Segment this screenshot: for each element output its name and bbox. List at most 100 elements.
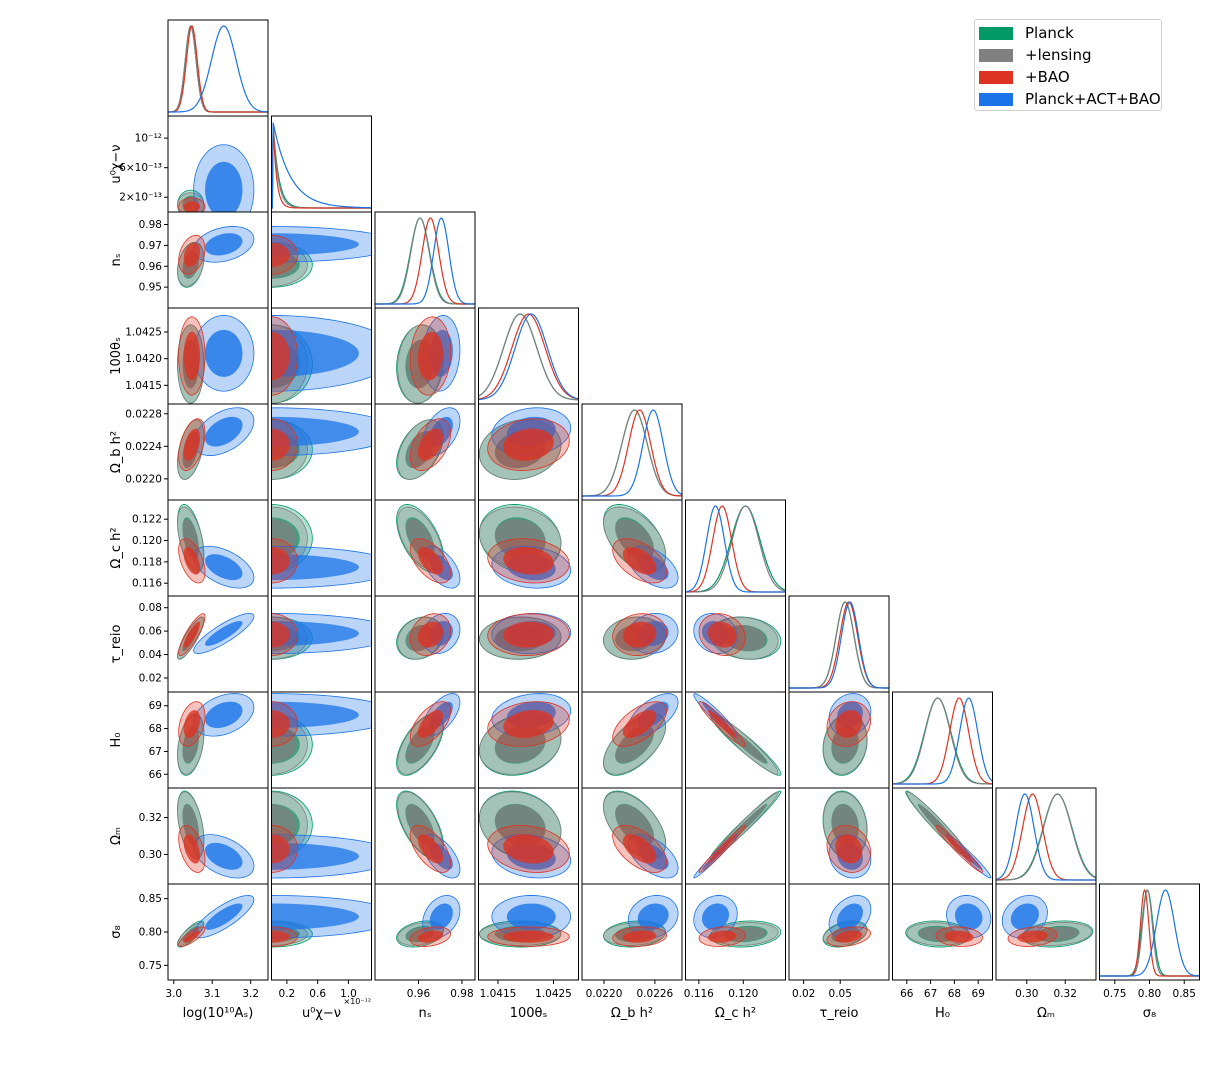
- panel-u-obh: [271, 403, 372, 501]
- x-tick-label: 0.02: [792, 988, 815, 1000]
- x-axis-label-logA: log(10¹⁰Aₛ): [183, 1006, 254, 1021]
- contour-68-2: [183, 621, 201, 648]
- marginal-tau-3: [789, 601, 889, 689]
- panel-s8-s8: 0.75 0.80 0.85 σ₈: [1099, 883, 1200, 1021]
- x-tick-label: 0.85: [1173, 988, 1196, 1000]
- panel-u-ns: [271, 211, 372, 309]
- x-axis-label-s8: σ₈: [1143, 1006, 1156, 1021]
- legend-swatch: [979, 48, 1013, 62]
- contour-68-3: [205, 621, 243, 646]
- contour-68-3: [271, 554, 359, 581]
- contour-68-2: [503, 428, 554, 461]
- panel-ns-ns: [374, 211, 476, 309]
- marginal-H0-2: [892, 697, 993, 785]
- x-tick-label: 0.96: [407, 988, 431, 1000]
- panel-frame: [995, 883, 1097, 981]
- contour-68-2: [183, 547, 201, 575]
- legend-swatch: [979, 92, 1013, 106]
- marginal-H0-3: [892, 697, 993, 785]
- y-tick-label: 0.98: [139, 219, 162, 231]
- panel-frame: [995, 787, 1097, 885]
- x-tick-label: 0.80: [1138, 988, 1161, 1000]
- y-axis-label-th: 100θₛ: [109, 337, 124, 375]
- marginal-och-1: [685, 505, 786, 593]
- x-tick-label: 0.30: [1015, 988, 1038, 1000]
- x-axis-label-th: 100θₛ: [510, 1006, 548, 1021]
- contour-68-2: [503, 621, 554, 648]
- contour-68-3: [271, 903, 359, 930]
- panel-logA-H0: 66 67 68 69 H₀: [109, 691, 269, 789]
- marginal-ns-3: [375, 217, 475, 305]
- y-axis-label-Om: Ωₘ: [109, 827, 124, 845]
- y-tick-label: 0.08: [139, 602, 162, 614]
- x-tick-label: 0.05: [829, 988, 852, 1000]
- y-tick-label: 69: [149, 700, 162, 712]
- contour-68-2: [417, 428, 443, 461]
- y-tick-label: 0.0220: [125, 473, 162, 485]
- contour-68-2: [707, 834, 737, 864]
- contour-68-3: [702, 903, 729, 930]
- contour-68-2: [417, 331, 443, 381]
- y-tick-label: 0.06: [139, 626, 163, 638]
- panel-obh-obh: [581, 403, 683, 501]
- panel-obh-tau: [581, 595, 683, 693]
- contour-68-2: [622, 930, 657, 943]
- contour-68-3: [271, 701, 359, 729]
- x-tick-label: 3.1: [204, 988, 221, 1000]
- panel-th-s8: 1.0415 1.0425 100θₛ: [478, 883, 579, 1021]
- panel-ns-och: [374, 499, 476, 597]
- contour-68-2: [271, 331, 290, 381]
- marginal-logA-2: [168, 25, 268, 113]
- panel-ns-tau: [374, 595, 476, 693]
- contour-68-2: [271, 621, 290, 648]
- panel-frame: [788, 883, 890, 981]
- marginal-H0-1: [892, 697, 993, 785]
- marginal-u-3: [271, 122, 372, 209]
- y-tick-label: 0.80: [139, 927, 162, 939]
- panel-u-th: [271, 307, 372, 405]
- legend-swatch: [979, 26, 1013, 40]
- contour-68-3: [205, 161, 243, 212]
- y-axis-label-s8: σ₈: [109, 925, 124, 938]
- contour-68-2: [835, 930, 863, 943]
- panel-obh-Om: [581, 787, 683, 885]
- y-axis-label-och: Ω_c h²: [109, 527, 124, 568]
- panel-th-th: [478, 307, 579, 405]
- marginal-Om-3: [996, 793, 1096, 881]
- y-tick-label: 0.04: [139, 649, 163, 661]
- y-axis-label-obh: Ω_b h²: [109, 431, 124, 473]
- contour-68-2: [271, 930, 290, 943]
- legend-item: +BAO: [979, 67, 1070, 87]
- y-tick-label: 1.0425: [125, 327, 162, 339]
- x-axis-label-ns: nₛ: [418, 1006, 431, 1021]
- y-axis-label-ns: nₛ: [109, 253, 124, 266]
- x-tick-label: 1.0415: [480, 988, 517, 1000]
- marginal-obh-1: [582, 409, 682, 497]
- panel-H0-s8: 66 67 68 69 H₀: [892, 883, 993, 1021]
- legend-label: +lensing: [1025, 46, 1092, 64]
- contour-68-2: [503, 930, 554, 943]
- marginal-logA-0: [168, 25, 268, 113]
- legend-item: +lensing: [979, 45, 1091, 65]
- contour-68-3: [205, 554, 243, 581]
- x-axis-label-H0: H₀: [935, 1006, 950, 1021]
- y-tick-label: 0.116: [132, 578, 162, 590]
- contour-68-3: [837, 903, 863, 930]
- marginal-obh-3: [582, 409, 682, 497]
- contour-68-2: [503, 547, 554, 575]
- x-tick-label: 0.116: [684, 988, 714, 1000]
- y-tick-label: 67: [149, 746, 162, 758]
- panel-frame: [478, 883, 579, 981]
- contour-68-2: [944, 834, 974, 864]
- marginal-Om-2: [996, 793, 1096, 881]
- x-tick-label: 0.2: [279, 988, 296, 1000]
- contour-68-3: [954, 903, 983, 930]
- contour-68-2: [622, 710, 657, 738]
- contour-68-2: [271, 710, 290, 738]
- marginal-s8-3: [1099, 889, 1200, 977]
- contour-68-2: [707, 930, 737, 943]
- marginal-tau-0: [789, 601, 889, 689]
- contour-68-2: [1017, 930, 1048, 943]
- panel-logA-tau: 0.02 0.04 0.06 0.08 τ_reio: [109, 595, 269, 693]
- x-tick-label: 1.0: [340, 988, 357, 1000]
